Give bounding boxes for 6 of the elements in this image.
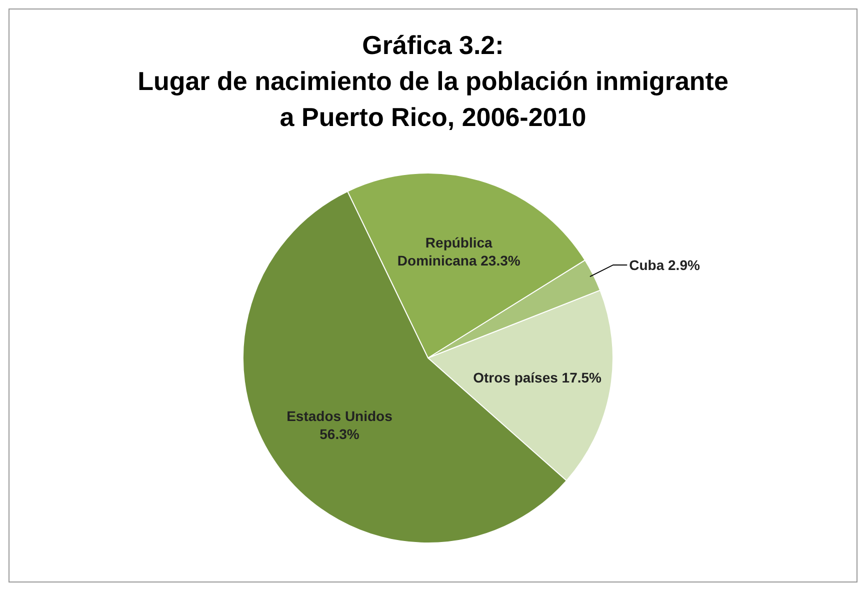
slice-label: Cuba 2.9% (629, 256, 700, 273)
slice-label: República Dominicana 23.3% (397, 234, 521, 268)
chart-title: Gráfica 3.2: Lugar de nacimiento de la población inmigrante a Puerto Rico, 2006-2010 (138, 30, 728, 132)
data-label: 56.3% (320, 426, 360, 442)
slice-label: Estados Unidos (286, 408, 393, 424)
slice-label: Otros países 17.5% (473, 369, 602, 386)
